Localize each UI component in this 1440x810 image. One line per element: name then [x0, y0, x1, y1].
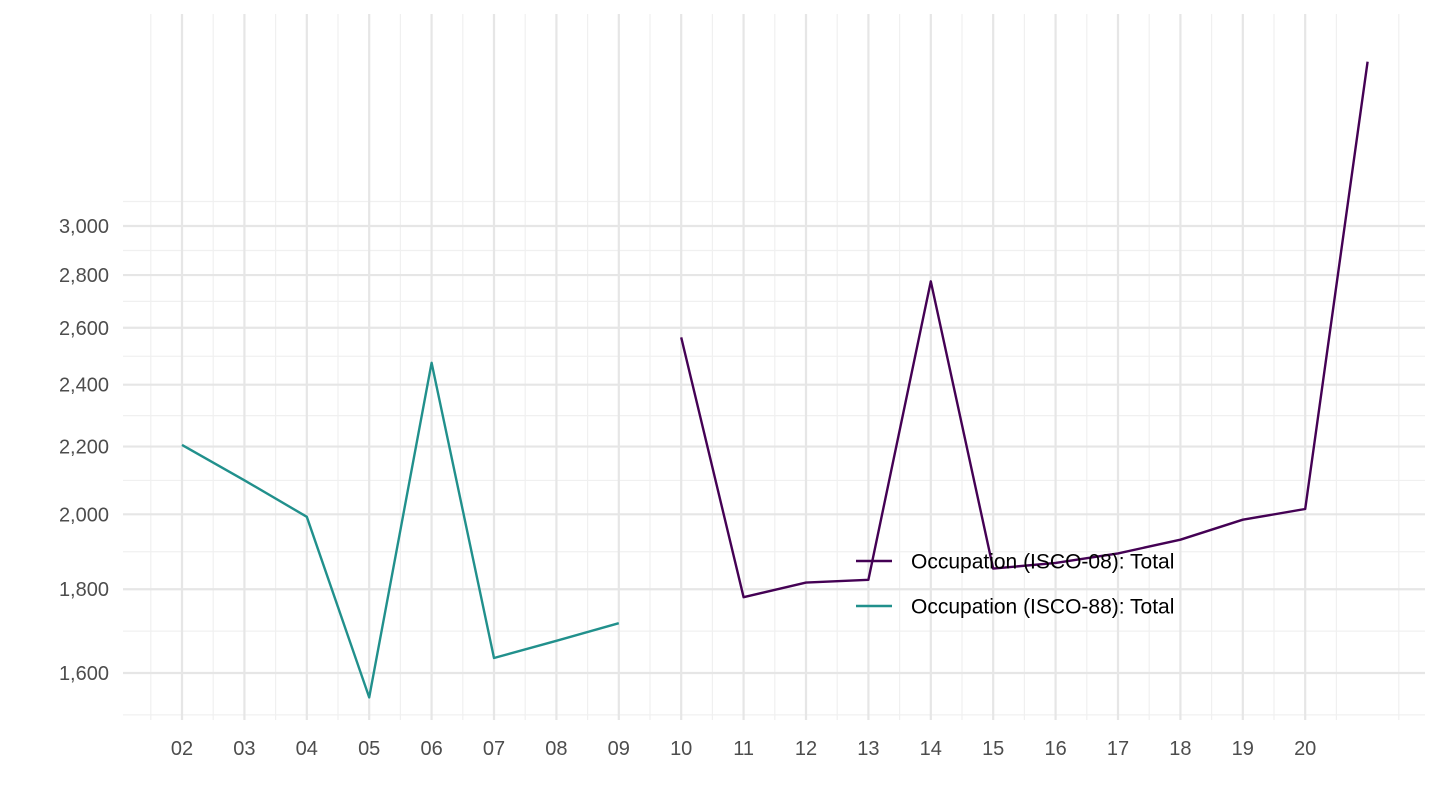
minor-gridlines — [123, 14, 1425, 720]
major-gridlines — [123, 14, 1425, 720]
legend-label-isco-08: Occupation (ISCO-08): Total — [911, 551, 1174, 574]
series-line-isco-88 — [181, 361, 620, 699]
x-tick-label: 15 — [982, 738, 1004, 760]
y-tick-label: 1,600 — [59, 663, 109, 685]
x-tick-label: 06 — [420, 738, 442, 760]
x-tick-label: 16 — [1044, 738, 1066, 760]
x-tick-label: 08 — [545, 738, 567, 760]
x-tick-label: 11 — [733, 738, 754, 760]
x-tick-label: 07 — [483, 738, 505, 760]
x-tick-label: 13 — [857, 738, 879, 760]
y-axis-tick-labels: 1,600 1,800 2,000 2,200 2,400 2,600 2,800 3,000 — [59, 216, 109, 685]
x-tick-label: 10 — [670, 738, 692, 760]
x-axis-tick-labels: 02 03 04 05 06 07 08 09 10 11 12 13 14 15 16 17 18 19 20 — [171, 738, 1316, 760]
series-lines — [181, 61, 1369, 699]
x-tick-label: 18 — [1169, 738, 1191, 760]
y-tick-label: 2,200 — [59, 437, 109, 459]
y-tick-label: 2,800 — [59, 265, 109, 287]
y-tick-label: 2,600 — [59, 318, 109, 340]
y-tick-label: 2,400 — [59, 375, 109, 397]
x-tick-label: 12 — [795, 738, 817, 760]
y-tick-label: 2,000 — [59, 504, 109, 526]
x-tick-label: 14 — [920, 738, 942, 760]
x-tick-label: 17 — [1107, 738, 1129, 760]
x-tick-label: 02 — [171, 738, 193, 760]
x-tick-label: 04 — [296, 738, 318, 760]
legend-label-isco-88: Occupation (ISCO-88): Total — [911, 596, 1174, 619]
y-tick-label: 3,000 — [59, 216, 109, 238]
legend: Occupation (ISCO-08): Total Occupation (… — [856, 551, 1174, 619]
series-line-isco-08 — [680, 61, 1369, 599]
x-tick-label: 03 — [233, 738, 255, 760]
y-tick-label: 1,800 — [59, 579, 109, 601]
x-tick-label: 09 — [608, 738, 630, 760]
x-tick-label: 05 — [358, 738, 380, 760]
x-tick-label: 20 — [1294, 738, 1316, 760]
x-tick-label: 19 — [1232, 738, 1254, 760]
